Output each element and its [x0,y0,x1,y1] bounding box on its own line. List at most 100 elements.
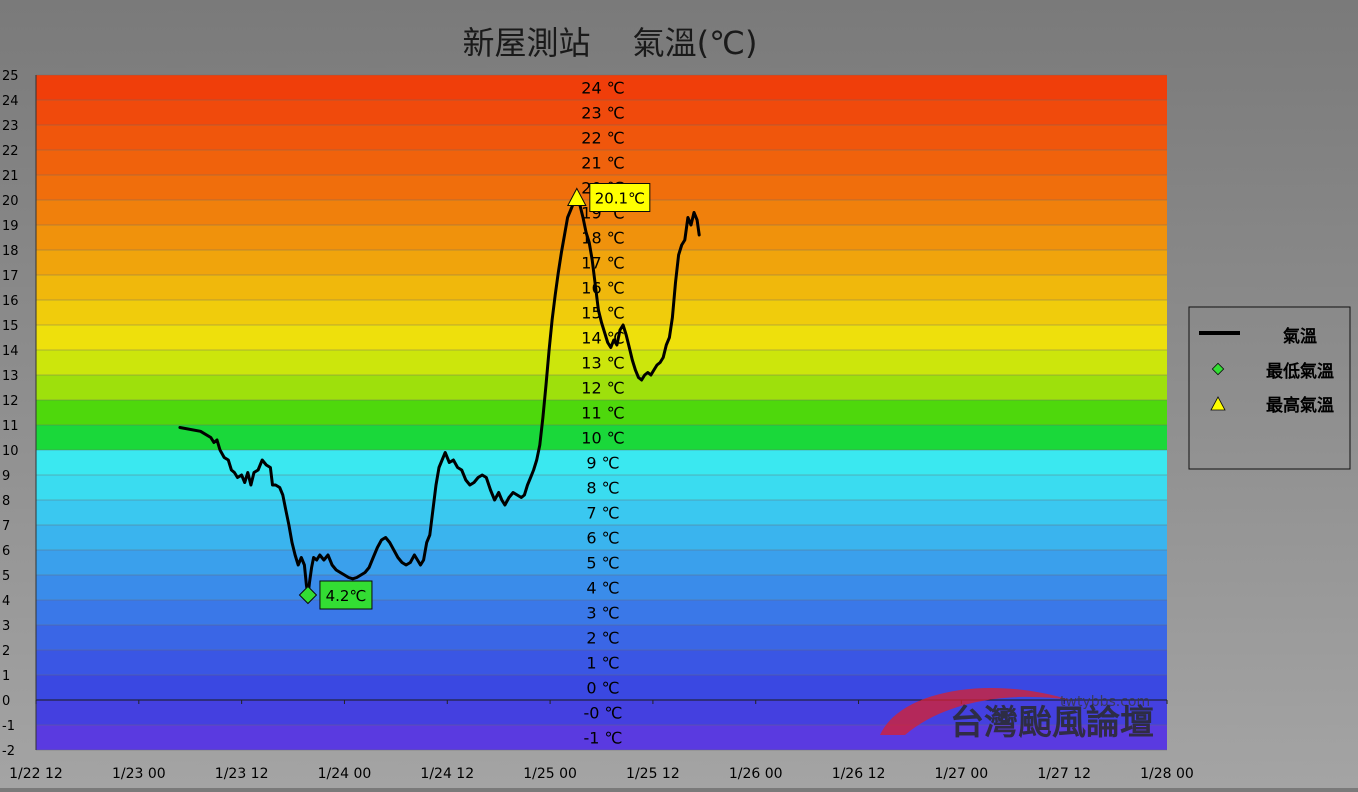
y-axis: -2-1012345678910111213141516171819202122… [2,69,19,759]
x-tick-label: 1/26 12 [832,766,886,782]
band-label: 17 ℃ [581,254,624,273]
x-tick-label: 1/24 00 [318,766,372,782]
x-tick-label: 1/23 00 [112,766,166,782]
y-tick-label: 24 [2,94,19,109]
y-tick-label: 22 [2,144,19,159]
band-label: 7 ℃ [586,504,619,523]
band-label: 18 ℃ [581,229,624,248]
watermark-text: 台灣颱風論壇 [950,703,1154,743]
y-tick-label: 14 [2,344,19,359]
band-label: 21 ℃ [581,154,624,173]
y-tick-label: 11 [2,419,19,434]
markers: 4.2℃ 20.1℃ [298,183,651,610]
y-tick-label: 15 [2,319,19,334]
watermark-swoosh [880,687,1070,735]
y-tick-label: -2 [2,744,15,759]
y-tick-label: 8 [2,494,10,509]
band-label: 2 ℃ [586,629,619,648]
x-tick-label: 1/22 12 [9,766,63,782]
band-label: -1 ℃ [583,729,622,748]
temperature-band [36,650,1167,675]
y-tick-label: 16 [2,294,19,309]
temperature-band [36,325,1167,350]
band-label: -0 ℃ [583,704,622,723]
temperature-band [36,475,1167,500]
y-tick-label: 5 [2,569,10,584]
temperature-band [36,125,1167,150]
temperature-band [36,350,1167,375]
temperature-band [36,250,1167,275]
band-label: 16 ℃ [581,279,624,298]
legend: 氣溫 最低氣溫 最高氣溫 [1188,306,1351,470]
temperature-band [36,450,1167,475]
y-tick-label: 2 [2,644,10,659]
band-label: 12 ℃ [581,379,624,398]
temperature-band [36,700,1167,725]
gridlines [35,74,1167,751]
band-label: 24 ℃ [581,79,624,98]
y-tick-label: -1 [2,719,15,734]
x-tick-label: 1/24 12 [420,766,474,782]
temperature-band [36,725,1167,750]
temperature-band [36,150,1167,175]
triangle-icon [1210,396,1226,411]
band-label: 4 ℃ [586,579,619,598]
band-label: 13 ℃ [581,354,624,373]
chart-title: 新屋測站 氣溫(℃) [462,24,757,62]
y-tick-label: 13 [2,369,19,384]
x-tick-label: 1/25 12 [626,766,680,782]
diamond-icon [1211,362,1225,376]
temperature-band [36,525,1167,550]
x-tick-label: 1/27 00 [935,766,989,782]
y-tick-label: 3 [2,619,10,634]
band-label: 6 ℃ [586,529,619,548]
temperature-band [36,375,1167,400]
x-tick-label: 1/23 12 [215,766,269,782]
temperature-band [36,550,1167,575]
min-temp-callout-box [319,580,373,610]
min-temp-marker [298,585,318,605]
band-label: 1 ℃ [586,654,619,673]
temperature-band [36,75,1167,100]
min-temp-callout-label: 4.2℃ [326,587,367,605]
max-temp-callout-label: 20.1℃ [595,190,645,208]
x-tick-label: 1/28 00 [1140,766,1194,782]
y-tick-label: 20 [2,194,19,209]
max-temp-marker [566,187,587,206]
y-tick-label: 19 [2,219,19,234]
y-tick-label: 12 [2,394,19,409]
y-tick-label: 6 [2,544,10,559]
temperature-band [36,625,1167,650]
y-tick-label: 21 [2,169,19,184]
y-tick-label: 7 [2,519,10,534]
x-tick-label: 1/27 12 [1037,766,1091,782]
x-axis: 1/22 12 1/23 00 1/23 12 1/24 00 1/24 12 1/25 … [9,700,1194,782]
temperature-band [36,400,1167,425]
temperature-band [36,575,1167,600]
x-tick-label: 1/25 00 [523,766,577,782]
legend-label-temp: 氣溫 [1283,326,1317,347]
band-label: 3 ℃ [586,604,619,623]
y-tick-label: 18 [2,244,19,259]
series-line-temperature [178,196,701,597]
max-temp-callout-box [589,183,651,212]
temperature-band [36,275,1167,300]
band-label: 8 ℃ [586,479,619,498]
watermark-url: twtybbs.com [1060,694,1150,710]
band-label: 10 ℃ [581,429,624,448]
watermark: twtybbs.com 台灣颱風論壇 [880,687,1154,743]
y-tick-label: 0 [2,694,10,709]
band-label: 22 ℃ [581,129,624,148]
band-label: 9 ℃ [586,454,619,473]
y-tick-label: 10 [2,444,19,459]
legend-box [1188,306,1351,470]
y-tick-label: 25 [2,69,19,84]
temperature-band [36,225,1167,250]
temperature-band [36,600,1167,625]
y-tick-label: 4 [2,594,10,609]
temperature-band [36,500,1167,525]
y-tick-label: 23 [2,119,19,134]
temperature-band [36,425,1167,450]
